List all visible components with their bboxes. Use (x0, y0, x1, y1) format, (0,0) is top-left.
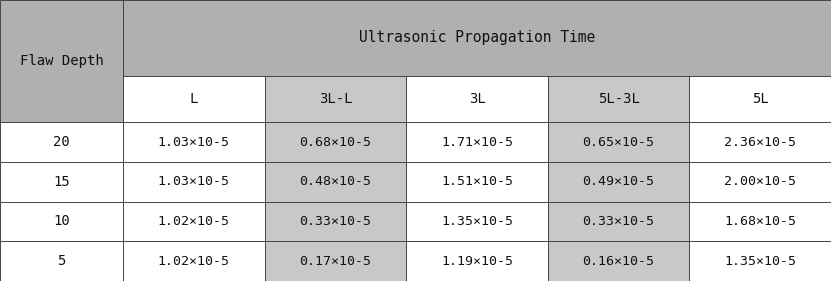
Text: 1.35×10-5: 1.35×10-5 (724, 255, 796, 268)
Bar (690, 76, 831, 122)
Bar (123, 122, 264, 162)
Bar (123, 241, 264, 281)
Text: 0.33×10-5: 0.33×10-5 (583, 215, 655, 228)
Bar (690, 162, 831, 202)
Text: 15: 15 (53, 175, 70, 189)
Bar (264, 202, 406, 241)
Text: 1.03×10-5: 1.03×10-5 (158, 135, 230, 149)
Text: 10: 10 (53, 214, 70, 228)
Bar (123, 0, 831, 76)
Text: 0.48×10-5: 0.48×10-5 (299, 175, 371, 188)
Bar (406, 202, 548, 241)
Text: L: L (189, 92, 198, 106)
Text: 1.02×10-5: 1.02×10-5 (158, 215, 230, 228)
Text: 1.51×10-5: 1.51×10-5 (441, 175, 513, 188)
Text: Flaw Depth: Flaw Depth (20, 54, 103, 68)
Bar (548, 162, 690, 202)
Bar (123, 76, 264, 122)
Bar (690, 122, 831, 162)
Text: 3L-L: 3L-L (318, 92, 352, 106)
Text: 5L: 5L (752, 92, 769, 106)
Bar (548, 122, 690, 162)
Text: 1.02×10-5: 1.02×10-5 (158, 255, 230, 268)
Bar (0, 122, 123, 162)
Text: 2.36×10-5: 2.36×10-5 (724, 135, 796, 149)
Text: 3L: 3L (469, 92, 485, 106)
Text: 1.19×10-5: 1.19×10-5 (441, 255, 513, 268)
Text: 0.68×10-5: 0.68×10-5 (299, 135, 371, 149)
Bar (264, 122, 406, 162)
Text: 20: 20 (53, 135, 70, 149)
Text: 1.03×10-5: 1.03×10-5 (158, 175, 230, 188)
Bar (123, 202, 264, 241)
Bar (406, 76, 548, 122)
Text: 0.65×10-5: 0.65×10-5 (583, 135, 655, 149)
Text: 1.71×10-5: 1.71×10-5 (441, 135, 513, 149)
Bar (264, 241, 406, 281)
Text: 1.68×10-5: 1.68×10-5 (724, 215, 796, 228)
Bar (264, 76, 406, 122)
Bar (548, 241, 690, 281)
Bar (0, 241, 123, 281)
Bar (406, 162, 548, 202)
Bar (548, 76, 690, 122)
Bar (0, 0, 123, 122)
Bar (690, 241, 831, 281)
Text: 0.17×10-5: 0.17×10-5 (299, 255, 371, 268)
Bar (406, 241, 548, 281)
Bar (264, 162, 406, 202)
Bar (0, 202, 123, 241)
Bar (0, 162, 123, 202)
Text: 1.35×10-5: 1.35×10-5 (441, 215, 513, 228)
Bar (406, 122, 548, 162)
Text: 0.33×10-5: 0.33×10-5 (299, 215, 371, 228)
Bar (690, 202, 831, 241)
Text: 0.16×10-5: 0.16×10-5 (583, 255, 655, 268)
Text: Ultrasonic Propagation Time: Ultrasonic Propagation Time (359, 30, 595, 46)
Text: 2.00×10-5: 2.00×10-5 (724, 175, 796, 188)
Bar (548, 202, 690, 241)
Text: 0.49×10-5: 0.49×10-5 (583, 175, 655, 188)
Bar (123, 162, 264, 202)
Text: 5: 5 (57, 254, 66, 268)
Text: 5L-3L: 5L-3L (597, 92, 640, 106)
